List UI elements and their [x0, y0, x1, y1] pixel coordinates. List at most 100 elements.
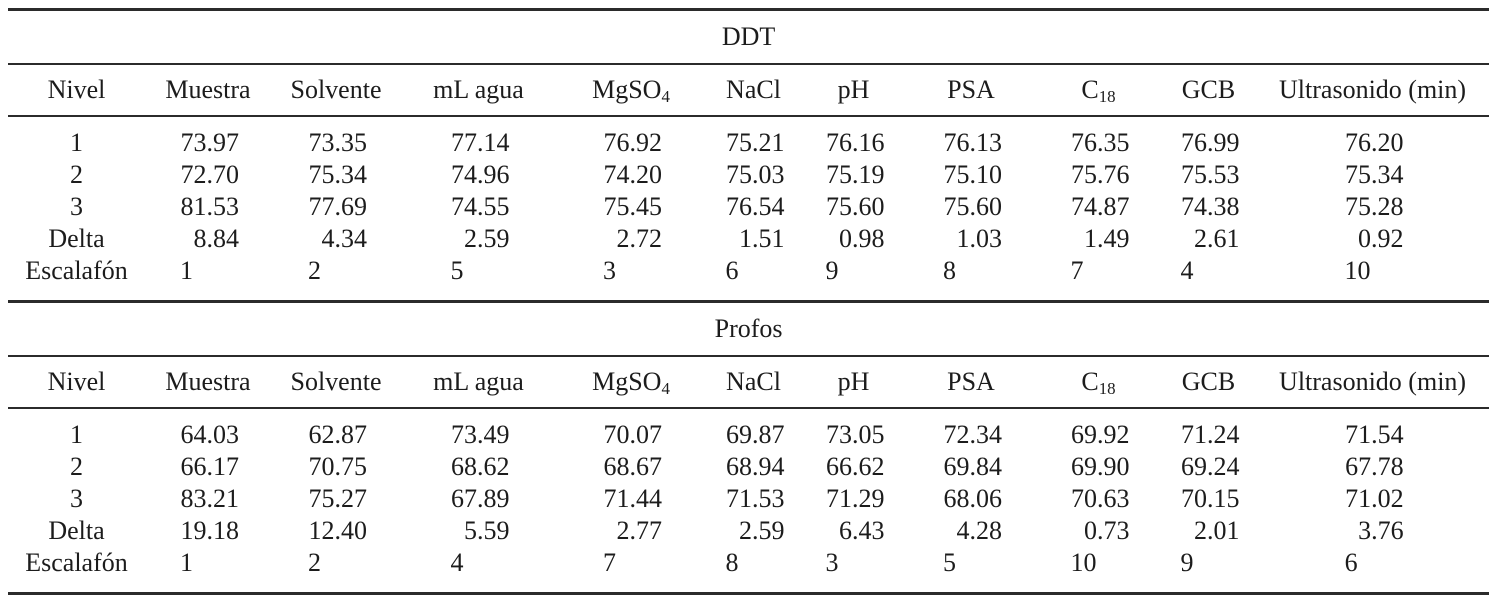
column-label: NaCl — [726, 367, 781, 396]
value-cell: 75.76 — [1036, 159, 1161, 191]
value: 75.19 — [826, 160, 885, 189]
value-cell: 72.70 — [145, 159, 271, 191]
table-row-delta: Delta 19.18 12.40 5.59 2.77 2.59 6.43 4.28 0.73 2… — [8, 515, 1489, 547]
value: 71.02 — [1345, 484, 1404, 513]
value-cell: 83.21 — [145, 483, 271, 515]
value: 69.84 — [943, 452, 1003, 481]
value: 6 — [725, 256, 739, 285]
column-header-nacl: NaCl — [706, 64, 801, 117]
value-cell: 68.67 — [556, 451, 706, 483]
value: 2 — [308, 548, 321, 577]
column-header-gcb: GCB — [1161, 64, 1256, 117]
value: 76.54 — [726, 192, 785, 221]
value-cell: 4 — [401, 547, 556, 595]
value: 2.59 — [464, 224, 510, 253]
value-cell: 69.92 — [1036, 408, 1161, 451]
value: 69.92 — [1071, 420, 1130, 449]
value-cell: 64.03 — [145, 408, 271, 451]
value-cell: 73.35 — [271, 116, 401, 159]
column-header-mgso4: MgSO4 — [556, 64, 706, 117]
value-cell: 2 — [271, 255, 401, 300]
value: 75.60 — [943, 192, 1003, 221]
row-label: Delta — [48, 224, 105, 253]
column-header-c18: C18 — [1036, 64, 1161, 117]
value-cell: 73.97 — [145, 116, 271, 159]
value: 7 — [1070, 256, 1084, 285]
value-cell: 75.10 — [906, 159, 1036, 191]
column-header-c18: C18 — [1036, 356, 1161, 409]
value-cell: 5.59 — [401, 515, 556, 547]
row-label: 3 — [70, 484, 83, 513]
column-label: pH — [837, 367, 870, 396]
value-cell: 75.03 — [706, 159, 801, 191]
value-cell: 1.03 — [906, 223, 1036, 255]
value-cell: 75.60 — [906, 191, 1036, 223]
value: 75.21 — [726, 128, 785, 157]
value-cell: 71.53 — [706, 483, 801, 515]
value: 75.34 — [308, 160, 368, 189]
column-label-subscript: 18 — [1098, 379, 1116, 399]
value-cell: 62.87 — [271, 408, 401, 451]
column-label: C — [1081, 75, 1099, 104]
value: 77.69 — [308, 192, 368, 221]
value-cell: 75.28 — [1256, 191, 1489, 223]
value-cell: 71.54 — [1256, 408, 1489, 451]
column-header-muestra: Muestra — [145, 64, 271, 117]
column-label: C — [1081, 367, 1099, 396]
value-cell: 4.28 — [906, 515, 1036, 547]
value-cell: 76.35 — [1036, 116, 1161, 159]
value-cell: 2.59 — [706, 515, 801, 547]
column-header-mgso4: MgSO4 — [556, 356, 706, 409]
value: 66.62 — [826, 452, 885, 481]
row-label: 1 — [70, 128, 83, 157]
value-cell: 76.16 — [801, 116, 906, 159]
table-row-2: 2 72.70 75.34 74.96 74.20 75.03 75.19 75.10 75.7… — [8, 159, 1489, 191]
column-header-nacl: NaCl — [706, 356, 801, 409]
table-row-3: 3 83.21 75.27 67.89 71.44 71.53 71.29 68.06 70.6… — [8, 483, 1489, 515]
value-cell: 1.49 — [1036, 223, 1161, 255]
value: 9 — [1180, 548, 1194, 577]
value: 81.53 — [180, 192, 240, 221]
value-cell: 70.63 — [1036, 483, 1161, 515]
value: 68.94 — [726, 452, 785, 481]
value: 4 — [1180, 256, 1194, 285]
value: 71.44 — [603, 484, 663, 513]
column-label: Solvente — [290, 367, 382, 396]
value-cell: 69.90 — [1036, 451, 1161, 483]
value: 3 — [603, 256, 616, 285]
column-label: Ultrasonido (min) — [1279, 367, 1467, 396]
value: 2 — [308, 256, 321, 285]
table-title: DDT — [8, 8, 1490, 65]
column-label: NaCl — [726, 75, 781, 104]
value: 73.05 — [826, 420, 885, 449]
row-label: 1 — [70, 420, 83, 449]
value: 67.89 — [451, 484, 510, 513]
column-header-nivel: Nivel — [8, 64, 145, 117]
row-label: Escalafón — [8, 547, 145, 595]
value-cell: 74.55 — [401, 191, 556, 223]
value-cell: 66.17 — [145, 451, 271, 483]
column-label: Muestra — [165, 75, 251, 104]
table-row-2: 2 66.17 70.75 68.62 68.67 68.94 66.62 69.84 69.9… — [8, 451, 1489, 483]
value-cell: 73.05 — [801, 408, 906, 451]
value: 74.20 — [603, 160, 663, 189]
value: 76.20 — [1345, 128, 1404, 157]
column-label: Ultrasonido (min) — [1279, 75, 1467, 104]
value-cell: 0.98 — [801, 223, 906, 255]
value: 19.18 — [180, 516, 240, 545]
value: 75.60 — [826, 192, 885, 221]
value-cell: 71.24 — [1161, 408, 1256, 451]
value-cell: 76.99 — [1161, 116, 1256, 159]
column-header-ph: pH — [801, 356, 906, 409]
column-header-gcb: GCB — [1161, 356, 1256, 409]
column-label: Muestra — [165, 367, 251, 396]
value: 70.63 — [1071, 484, 1130, 513]
value-cell: 2.77 — [556, 515, 706, 547]
value-cell: 68.94 — [706, 451, 801, 483]
value-cell: 9 — [801, 255, 906, 300]
column-label-subscript: 18 — [1098, 87, 1116, 107]
column-header-ph: pH — [801, 64, 906, 117]
table-title-row: Profos — [8, 300, 1490, 357]
value: 74.87 — [1071, 192, 1130, 221]
table-profos: Profos Nivel Muestra Solvente mL agua MgSO4 Na… — [8, 300, 1490, 595]
